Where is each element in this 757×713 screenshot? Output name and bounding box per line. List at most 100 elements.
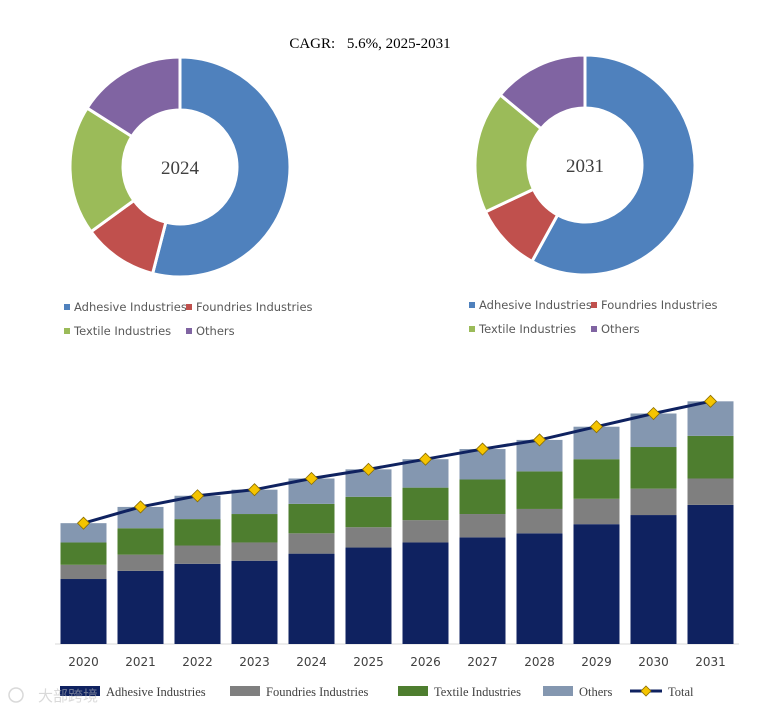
bar-segment-textile-industries-2029: [573, 459, 620, 499]
x-tick-label: 2024: [296, 655, 327, 669]
legend-label: Textile Industries: [73, 324, 171, 338]
bar-segment-foundries-industries-2021: [117, 554, 164, 571]
x-tick-label: 2030: [638, 655, 669, 669]
donut-slice-adhesive-industries: [150, 55, 292, 279]
total-marker: [76, 516, 91, 530]
cagr-label: CAGR:: [289, 36, 335, 52]
bar-legend-total-marker: [640, 685, 652, 697]
bar-segment-foundries-industries-2025: [345, 527, 392, 548]
donut-legend-2031: Adhesive Industries Foundries Industries T…: [469, 298, 718, 336]
bar-segment-others-2021: [117, 506, 164, 529]
total-marker: [361, 462, 376, 476]
bar-segment-foundries-industries-2023: [231, 542, 278, 561]
bar-segment-others-2022: [174, 495, 221, 520]
bar-segment-adhesive-industries-2020: [60, 579, 107, 644]
donut-legend-2024: Adhesive Industries Foundries Industries T…: [64, 300, 313, 338]
legend-swatch: [591, 302, 597, 308]
bar-segment-adhesive-industries-2023: [231, 560, 278, 644]
donut-slice-textile-industries: [68, 105, 136, 234]
cagr-title: CAGR: 5.6%, 2025-2031: [289, 36, 450, 52]
legend-label: Foundries Industries: [196, 300, 313, 314]
bar-legend-label-total: Total: [668, 685, 694, 699]
cagr-value: 5.6%, 2025-2031: [347, 36, 451, 52]
donut-center-label: 2031: [566, 156, 604, 177]
bar-legend-label: Textile Industries: [434, 685, 521, 699]
bar-segment-foundries-industries-2031: [687, 478, 734, 505]
bar-segment-textile-industries-2021: [117, 528, 164, 555]
bar-segment-textile-industries-2031: [687, 435, 734, 479]
donut-chart-2024: 2024: [68, 55, 292, 279]
bar-segment-foundries-industries-2020: [60, 564, 107, 580]
watermark-logo-icon: [8, 687, 24, 703]
bar-legend-label: Adhesive Industries: [106, 685, 206, 699]
legend-swatch: [591, 326, 597, 332]
bar-segment-textile-industries-2022: [174, 519, 221, 546]
x-tick-label: 2025: [353, 655, 384, 669]
bar-legend-label: Foundries Industries: [266, 685, 369, 699]
bar-segment-textile-industries-2020: [60, 542, 107, 565]
bar-segment-foundries-industries-2022: [174, 545, 221, 564]
bar-segment-adhesive-industries-2025: [345, 547, 392, 644]
bar-segment-foundries-industries-2024: [288, 533, 335, 554]
legend-swatch: [186, 304, 192, 310]
total-marker: [589, 420, 604, 434]
bar-segment-adhesive-industries-2022: [174, 563, 221, 644]
total-marker: [190, 489, 205, 503]
bar-segment-adhesive-industries-2029: [573, 524, 620, 644]
legend-swatch: [64, 304, 70, 310]
legend-label: Textile Industries: [478, 322, 576, 336]
total-marker: [646, 406, 661, 421]
total-marker: [247, 483, 262, 497]
donut-slice-others: [498, 53, 587, 131]
legend-label: Others: [601, 322, 640, 336]
x-tick-label: 2020: [68, 655, 99, 669]
legend-label: Adhesive Industries: [74, 300, 187, 314]
donut-slice-adhesive-industries: [529, 53, 697, 277]
total-marker: [532, 433, 547, 447]
bar-segment-textile-industries-2027: [459, 479, 506, 515]
bar-segment-others-2020: [60, 523, 107, 543]
bar-segment-foundries-industries-2027: [459, 514, 506, 538]
bar-segment-adhesive-industries-2027: [459, 537, 506, 644]
total-marker: [304, 471, 319, 486]
bar-segment-textile-industries-2026: [402, 487, 449, 521]
legend-swatch: [186, 328, 192, 334]
bar-segment-foundries-industries-2029: [573, 498, 620, 525]
bar-legend-label: Others: [579, 685, 612, 699]
bar-segment-textile-industries-2023: [231, 514, 278, 543]
bar-segment-adhesive-industries-2031: [687, 504, 734, 644]
bar-segment-adhesive-industries-2028: [516, 533, 563, 644]
legend-swatch: [64, 328, 70, 334]
bar-chart-legend: Adhesive Industries Foundries Industries T…: [60, 685, 694, 699]
bar-legend-swatch: [60, 686, 100, 696]
bar-legend-swatch: [230, 686, 260, 696]
x-tick-label: 2028: [524, 655, 555, 669]
bar-segment-textile-industries-2024: [288, 503, 335, 534]
legend-label: Foundries Industries: [601, 298, 718, 312]
watermark-text: 大部跨境: [38, 687, 98, 705]
x-tick-label: 2022: [182, 655, 213, 669]
x-tick-label: 2029: [581, 655, 612, 669]
bar-legend-swatch: [543, 686, 573, 696]
x-tick-label: 2031: [695, 655, 726, 669]
x-tick-label: 2021: [125, 655, 156, 669]
bar-segment-textile-industries-2028: [516, 471, 563, 509]
stacked-bar-chart: 2020 2021 2022 2023 2024 2025 2026 2027 2028 2029…: [55, 394, 739, 669]
legend-label: Others: [196, 324, 235, 338]
total-marker: [703, 394, 718, 408]
x-tick-label: 2026: [410, 655, 441, 669]
legend-swatch: [469, 302, 475, 308]
donut-center-label: 2024: [161, 158, 200, 179]
bar-segment-adhesive-industries-2024: [288, 553, 335, 644]
bar-segment-adhesive-industries-2021: [117, 570, 164, 644]
bar-segment-foundries-industries-2028: [516, 508, 563, 534]
bar-segment-adhesive-industries-2030: [630, 515, 677, 644]
legend-label: Adhesive Industries: [479, 298, 592, 312]
bar-segment-foundries-industries-2026: [402, 520, 449, 543]
bar-segment-foundries-industries-2030: [630, 488, 677, 516]
bar-segment-textile-industries-2025: [345, 496, 392, 528]
donut-slice-others: [85, 55, 182, 139]
bar-legend-swatch: [398, 686, 428, 696]
x-tick-label: 2023: [239, 655, 270, 669]
